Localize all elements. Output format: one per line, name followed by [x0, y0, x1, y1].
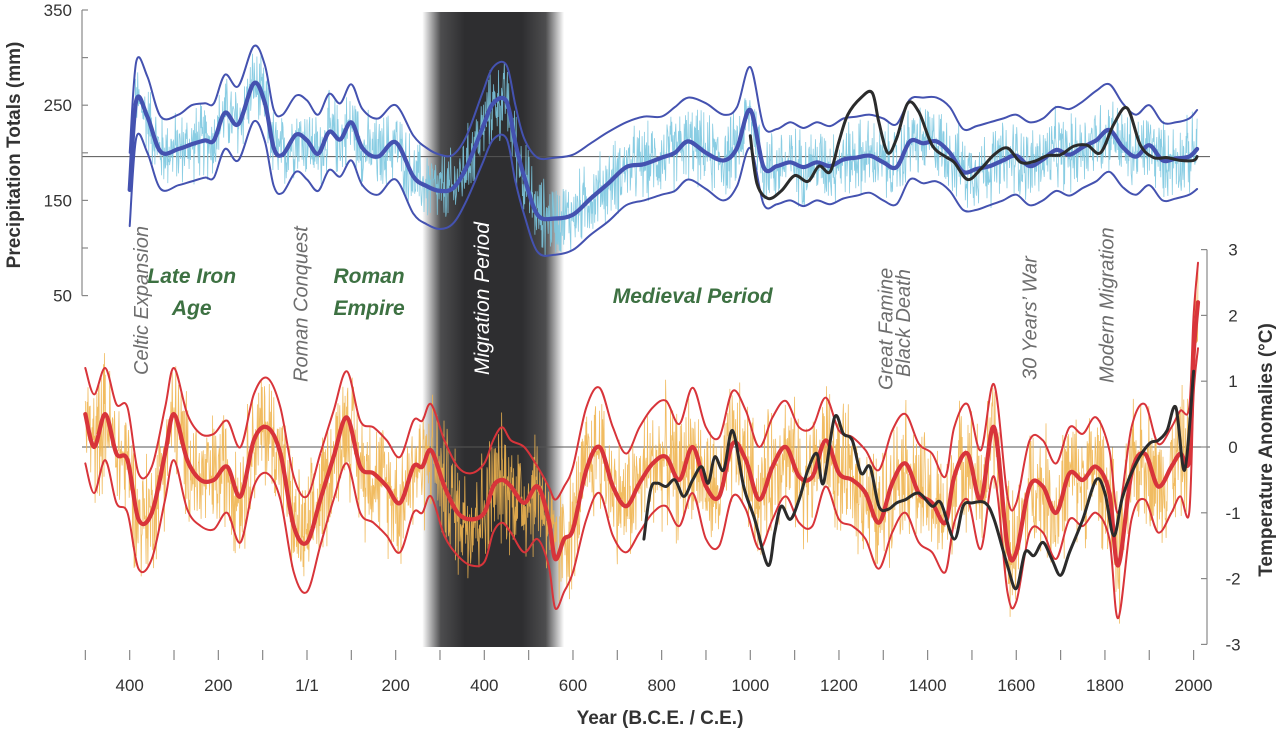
event-label: Migration Period	[471, 221, 494, 375]
x-axis-tick-label: 200	[381, 676, 409, 695]
left-axis-tick-label: 50	[53, 287, 72, 306]
event-label: Roman Conquest	[290, 225, 312, 382]
annotation-labels: Late Iron Age Roman Empire Medieval Period Ce…	[131, 221, 1119, 390]
axes: 350 250 150 50 3 2 1 0 -1 -2 -3 400 200 1/1 200 400 600 8…	[44, 1, 1241, 695]
smoothed-series-layer	[83, 44, 1201, 620]
x-axis-tick-label: 800	[647, 676, 675, 695]
temperature-lower-envelope-line	[84, 347, 1199, 620]
temperature-annual-series	[84, 263, 1199, 624]
event-label: Celtic Expansion	[131, 226, 153, 375]
period-label: Roman	[333, 265, 404, 288]
temperature-upper-envelope-line	[84, 261, 1199, 514]
period-label: Medieval Period	[613, 285, 774, 308]
right-axis-tick-label: -3	[1225, 635, 1240, 654]
event-label: Great Famine	[876, 268, 898, 390]
event-label: 30 Years’ War	[1020, 255, 1042, 380]
x-axis-title: Year (B.C.E. / C.E.)	[577, 708, 744, 729]
precipitation-annual-series	[129, 51, 1198, 257]
x-axis-tick-label: 1200	[820, 676, 858, 695]
x-axis-tick-label: 1000	[731, 676, 769, 695]
right-axis-tick-label: 2	[1228, 306, 1237, 325]
left-axis-tick-label: 150	[44, 191, 72, 210]
x-axis-tick-label: 1400	[909, 676, 947, 695]
period-label: Late Iron	[147, 265, 236, 288]
right-axis-tick-label: -1	[1225, 504, 1240, 523]
right-axis-title: Temperature Anomalies (°C)	[1256, 323, 1277, 577]
x-axis-tick-label: 400	[470, 676, 498, 695]
temperature-instrumental-line	[642, 369, 1196, 591]
x-axis-tick-label: 1600	[997, 676, 1035, 695]
x-axis-tick-label: 1800	[1086, 676, 1124, 695]
x-axis-tick-label: 600	[559, 676, 587, 695]
precipitation-instrumental-line	[748, 89, 1199, 201]
x-axis-tick-label: 200	[204, 676, 232, 695]
period-label: Empire	[333, 297, 405, 320]
event-label: Modern Migration	[1096, 227, 1118, 383]
right-axis-tick-label: 1	[1228, 372, 1237, 391]
x-axis-tick-label: 1/1	[295, 676, 319, 695]
temperature-mean-line	[83, 300, 1201, 568]
event-label: Black Death	[893, 269, 915, 377]
left-axis-tick-label: 350	[44, 1, 72, 20]
left-axis-tick-label: 250	[44, 96, 72, 115]
precipitation-upper-envelope-line	[128, 44, 1199, 161]
right-axis-tick-label: 0	[1228, 438, 1237, 457]
right-axis-tick-label: -2	[1225, 570, 1240, 589]
left-axis-title: Precipitation Totals (mm)	[4, 42, 25, 269]
precipitation-lower-envelope-line	[128, 119, 1199, 257]
x-axis-tick-label: 2000	[1175, 676, 1213, 695]
x-axis-tick-label: 400	[115, 676, 143, 695]
right-axis-tick-label: 3	[1228, 241, 1237, 260]
period-label: Age	[171, 297, 212, 320]
